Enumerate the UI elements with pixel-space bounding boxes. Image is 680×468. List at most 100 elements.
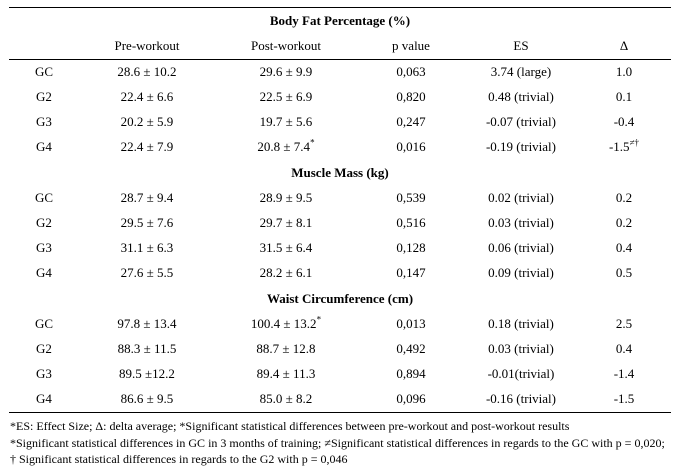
cell-p-value: 0,492 (396, 341, 426, 356)
cell-es: -0.16 (trivial) (485, 391, 557, 406)
row-label: G4 (36, 139, 52, 154)
cell-p-value: 0,016 (396, 139, 426, 154)
post-value: 28.2 ± 6.1 (259, 265, 313, 280)
col-header-es: ES (465, 34, 577, 60)
delta-value: 0.2 (615, 215, 633, 230)
table-row-bodyfat-g2: G2 22.4 ± 6.6 22.5 ± 6.9 0,820 0.48 (tri… (9, 85, 671, 110)
delta-value: 1.0 (615, 64, 633, 79)
cell-pre-workout: 28.6 ± 10.2 (117, 64, 177, 79)
cell-pre-workout: 97.8 ± 13.4 (117, 316, 177, 331)
cell-pre-workout: 27.6 ± 5.5 (120, 265, 174, 280)
col-header-p-value: p value (357, 34, 465, 60)
footnote-line-2: *Significant statistical differences in … (10, 436, 665, 467)
delta-value: -1.5 (608, 139, 630, 154)
cell-es: 0.18 (trivial) (488, 316, 554, 331)
delta-value: 0.2 (615, 190, 633, 205)
cell-es: 0.48 (trivial) (488, 89, 554, 104)
section-title-row: Body Fat Percentage (%) (9, 8, 671, 35)
section-title-body-fat: Body Fat Percentage (%) (269, 13, 411, 28)
post-value: 31.5 ± 6.4 (259, 240, 313, 255)
post-value: 88.7 ± 12.8 (256, 341, 316, 356)
cell-es: 3.74 (large) (490, 64, 552, 79)
cell-delta: -0.4 (577, 110, 671, 135)
delta-value: -1.5 (613, 391, 635, 406)
table-row-waist-g4: G4 86.6 ± 9.5 85.0 ± 8.2 0,096 -0.16 (tr… (9, 387, 671, 413)
cell-pre-workout: 88.3 ± 11.5 (117, 341, 177, 356)
post-value: 28.9 ± 9.5 (259, 190, 313, 205)
cell-es: -0.19 (trivial) (485, 139, 557, 154)
column-header-row: Pre-workout Post-workout p value ES Δ (9, 34, 671, 60)
cell-p-value: 0,128 (396, 240, 426, 255)
col-header-delta: Δ (577, 34, 671, 60)
cell-pre-workout: 31.1 ± 6.3 (120, 240, 174, 255)
post-value: 85.0 ± 8.2 (259, 391, 313, 406)
col-header-pre-workout: Pre-workout (79, 34, 215, 60)
section-title-waist: Waist Circumference (cm) (266, 291, 414, 306)
cell-pre-workout: 86.6 ± 9.5 (120, 391, 174, 406)
cell-p-value: 0,096 (396, 391, 426, 406)
cell-es: -0.07 (trivial) (485, 114, 557, 129)
post-value: 20.8 ± 7.4 (257, 139, 311, 154)
cell-es: 0.03 (trivial) (488, 215, 554, 230)
section-title-row: Muscle Mass (kg) (9, 160, 671, 186)
post-value: 29.6 ± 9.9 (259, 64, 313, 79)
delta-sup: ≠† (629, 137, 640, 148)
table-row-bodyfat-g3: G3 20.2 ± 5.9 19.7 ± 5.6 0,247 -0.07 (tr… (9, 110, 671, 135)
post-value: 19.7 ± 5.6 (259, 114, 313, 129)
cell-delta: 0.4 (577, 236, 671, 261)
cell-post-workout: 31.5 ± 6.4 (215, 236, 357, 261)
table-row-waist-gc: GC 97.8 ± 13.4 100.4 ± 13.2* 0,013 0.18 … (9, 312, 671, 337)
cell-pre-workout: 20.2 ± 5.9 (120, 114, 174, 129)
cell-post-workout: 88.7 ± 12.8 (215, 337, 357, 362)
cell-post-workout: 28.2 ± 6.1 (215, 261, 357, 286)
table-row-muscle-gc: GC 28.7 ± 9.4 28.9 ± 9.5 0,539 0.02 (tri… (9, 186, 671, 211)
cell-post-workout: 29.7 ± 8.1 (215, 211, 357, 236)
section-title-row: Waist Circumference (cm) (9, 286, 671, 312)
table-row-muscle-g4: G4 27.6 ± 5.5 28.2 ± 6.1 0,147 0.09 (tri… (9, 261, 671, 286)
cell-delta: -1.5 (577, 387, 671, 413)
table-row-waist-g3: G3 89.5 ±12.2 89.4 ± 11.3 0,894 -0.01(tr… (9, 362, 671, 387)
results-table: Body Fat Percentage (%) Pre-workout Post… (9, 7, 671, 413)
cell-es: 0.03 (trivial) (488, 341, 554, 356)
row-label: G4 (36, 265, 52, 280)
post-value: 29.7 ± 8.1 (259, 215, 313, 230)
cell-post-workout: 22.5 ± 6.9 (215, 85, 357, 110)
delta-value: 0.1 (615, 89, 633, 104)
cell-es: 0.09 (trivial) (488, 265, 554, 280)
row-label: G2 (36, 341, 52, 356)
cell-pre-workout: 28.7 ± 9.4 (120, 190, 174, 205)
cell-post-workout: 29.6 ± 9.9 (215, 60, 357, 86)
cell-p-value: 0,147 (396, 265, 426, 280)
cell-delta: 0.4 (577, 337, 671, 362)
section-title-muscle-mass: Muscle Mass (kg) (291, 165, 389, 180)
cell-pre-workout: 22.4 ± 6.6 (120, 89, 174, 104)
row-label: G2 (36, 215, 52, 230)
table-footnotes: *ES: Effect Size; Δ: delta average; *Sig… (9, 413, 671, 468)
cell-p-value: 0,820 (396, 89, 426, 104)
cell-post-workout: 20.8 ± 7.4* (215, 135, 357, 160)
cell-delta: 1.0 (577, 60, 671, 86)
table-row-waist-g2: G2 88.3 ± 11.5 88.7 ± 12.8 0,492 0.03 (t… (9, 337, 671, 362)
cell-delta: 0.5 (577, 261, 671, 286)
row-label: GC (34, 316, 54, 331)
post-value: 100.4 ± 13.2 (250, 316, 317, 331)
cell-pre-workout: 29.5 ± 7.6 (120, 215, 174, 230)
cell-post-workout: 85.0 ± 8.2 (215, 387, 357, 413)
cell-post-workout: 89.4 ± 11.3 (215, 362, 357, 387)
footnote-line-1: *ES: Effect Size; Δ: delta average; *Sig… (10, 419, 570, 433)
cell-pre-workout: 89.5 ±12.2 (119, 366, 175, 381)
table-row-muscle-g2: G2 29.5 ± 7.6 29.7 ± 8.1 0,516 0.03 (tri… (9, 211, 671, 236)
delta-value: 0.4 (615, 341, 633, 356)
cell-delta: 0.2 (577, 186, 671, 211)
cell-es: -0.01(trivial) (487, 366, 555, 381)
table-row-bodyfat-g4: G4 22.4 ± 7.9 20.8 ± 7.4* 0,016 -0.19 (t… (9, 135, 671, 160)
row-label: GC (34, 64, 54, 79)
cell-p-value: 0,894 (396, 366, 426, 381)
table-row-bodyfat-gc: GC 28.6 ± 10.2 29.6 ± 9.9 0,063 3.74 (la… (9, 60, 671, 86)
row-label: G3 (36, 114, 52, 129)
cell-delta: 0.1 (577, 85, 671, 110)
row-label: GC (34, 190, 54, 205)
delta-value: -1.4 (613, 366, 635, 381)
row-label: G4 (36, 391, 52, 406)
